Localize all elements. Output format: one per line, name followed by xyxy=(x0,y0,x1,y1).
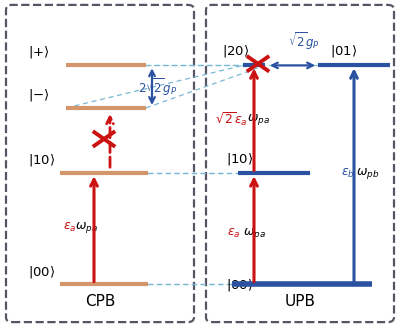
Text: $\varepsilon_a$: $\varepsilon_a$ xyxy=(227,227,241,240)
Text: $|{+}\rangle$: $|{+}\rangle$ xyxy=(28,44,50,60)
Text: $\omega_{pa}$: $\omega_{pa}$ xyxy=(246,112,270,127)
Text: $\varepsilon_a$: $\varepsilon_a$ xyxy=(63,221,77,234)
Text: $|20\rangle$: $|20\rangle$ xyxy=(222,43,249,59)
Text: $2\sqrt{2}g_P$: $2\sqrt{2}g_P$ xyxy=(138,76,177,97)
Text: $\sqrt{2}\varepsilon_a$: $\sqrt{2}\varepsilon_a$ xyxy=(214,111,247,128)
Text: $\omega_{pa}$: $\omega_{pa}$ xyxy=(74,220,98,235)
Text: $|10\rangle$: $|10\rangle$ xyxy=(28,152,55,168)
Text: $|00\rangle$: $|00\rangle$ xyxy=(28,264,55,280)
Text: $|00\rangle$: $|00\rangle$ xyxy=(226,277,253,293)
Text: $|{-}\rangle$: $|{-}\rangle$ xyxy=(28,87,50,103)
FancyBboxPatch shape xyxy=(206,5,394,322)
Text: $\omega_{pb}$: $\omega_{pb}$ xyxy=(356,166,380,181)
Text: $\omega_{pa}$: $\omega_{pa}$ xyxy=(242,226,266,241)
Text: $\sqrt{2}g_P$: $\sqrt{2}g_P$ xyxy=(288,31,320,52)
Text: CPB: CPB xyxy=(85,294,115,309)
Text: $|10\rangle$: $|10\rangle$ xyxy=(226,151,253,167)
Text: $\varepsilon_b$: $\varepsilon_b$ xyxy=(341,167,355,180)
Text: UPB: UPB xyxy=(284,294,316,309)
FancyBboxPatch shape xyxy=(6,5,194,322)
Text: $|01\rangle$: $|01\rangle$ xyxy=(330,43,357,59)
